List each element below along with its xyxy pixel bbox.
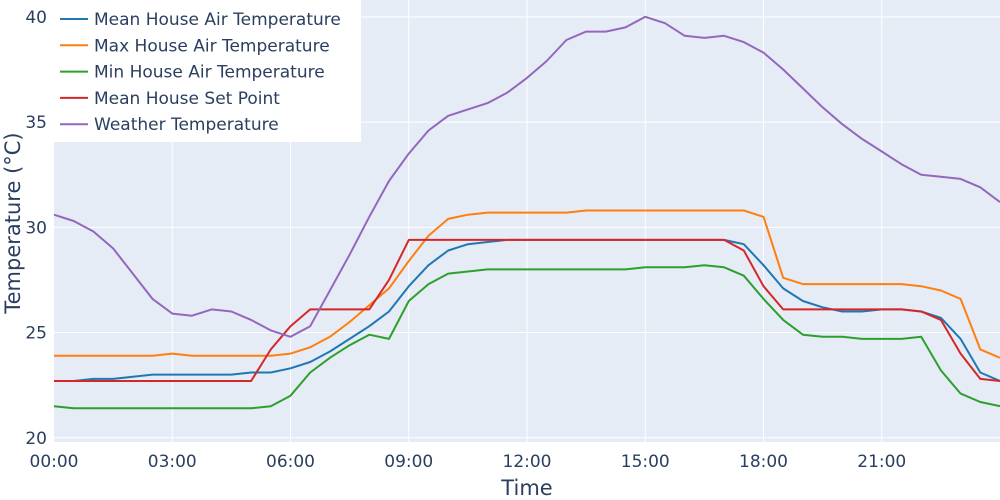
legend-label: Min House Air Temperature [94, 63, 325, 83]
x-tick-label: 09:00 [384, 452, 433, 472]
x-tick-label: 18:00 [739, 452, 788, 472]
x-axis-title: Time [500, 476, 552, 500]
series-line-max-house-air-temperature [54, 209, 1000, 359]
y-tick-label: 25 [25, 324, 47, 344]
legend-label: Mean House Set Point [94, 89, 280, 109]
legend-background [54, 0, 361, 142]
y-tick-labels: 20 25 30 35 40 [25, 8, 47, 449]
y-axis-title: Temperature (°C) [1, 132, 25, 314]
legend-label: Weather Temperature [94, 115, 279, 135]
legend-label: Max House Air Temperature [94, 36, 330, 56]
x-tick-label: 12:00 [503, 452, 552, 472]
series-line-weather-temperature [53, 15, 1000, 338]
x-tick-label: 15:00 [621, 452, 670, 472]
x-tick-labels: 00:00 03:00 06:00 09:00 12:00 15:00 18:00 21:00 [30, 452, 907, 472]
y-tick-label: 35 [25, 113, 47, 133]
y-tick-label: 30 [25, 218, 47, 238]
series-line-mean-house-set-point [54, 238, 1000, 382]
x-tick-label: 00:00 [30, 452, 79, 472]
legend: Mean House Air Temperature Max House Air … [54, 0, 361, 142]
x-tick-label: 21:00 [857, 452, 906, 472]
y-tick-label: 40 [25, 8, 47, 28]
y-tick-label: 20 [25, 429, 47, 449]
x-tick-label: 06:00 [266, 452, 315, 472]
series-line-min-house-air-temperature [53, 264, 1000, 410]
x-tick-label: 03:00 [148, 452, 197, 472]
series-lines [53, 15, 1000, 410]
legend-label: Mean House Air Temperature [94, 10, 341, 30]
